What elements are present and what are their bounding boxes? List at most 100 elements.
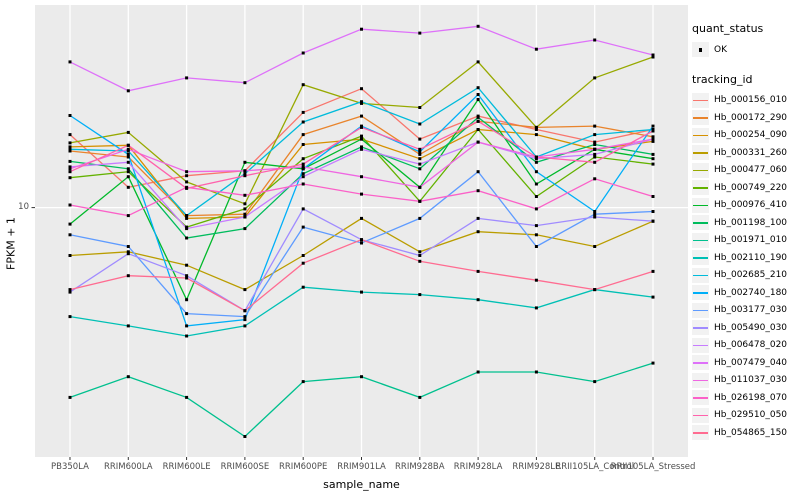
x-tick-label: RRII105LA_Stressed [610, 462, 696, 472]
legend-item-tracking-id: Hb_002685_210 [692, 267, 798, 285]
data-point [418, 395, 422, 399]
legend-item-quant-status: OK [692, 41, 798, 59]
data-point [243, 215, 247, 219]
data-point [185, 236, 189, 240]
data-point [593, 212, 597, 216]
data-point [418, 185, 422, 189]
data-point [243, 318, 247, 322]
data-point [68, 170, 72, 174]
data-point [243, 315, 247, 319]
legend-label: Hb_001971_010 [714, 235, 788, 246]
legend-key-point-icon [692, 42, 709, 58]
data-point [476, 170, 480, 174]
x-tick-label: RRIM928LE [512, 462, 561, 472]
data-point [68, 145, 72, 149]
legend-label: Hb_001198_100 [714, 217, 788, 228]
data-point [301, 225, 305, 229]
data-point [68, 222, 72, 226]
data-point [360, 241, 363, 245]
data-point [185, 216, 189, 220]
data-point [243, 174, 247, 178]
data-point [243, 193, 247, 197]
data-point [126, 214, 130, 218]
data-point [534, 170, 538, 174]
data-point [360, 100, 363, 104]
data-point [68, 203, 72, 207]
data-point [418, 157, 422, 161]
data-point [418, 106, 422, 109]
data-point [68, 114, 72, 117]
line-swatch-icon [693, 362, 708, 364]
legend-label: Hb_026198_070 [714, 392, 788, 403]
data-point [651, 195, 655, 198]
data-point [243, 212, 247, 216]
legend-label: Hb_000477_060 [714, 165, 788, 176]
data-point [593, 147, 597, 151]
data-point [68, 141, 72, 145]
data-point [593, 152, 597, 156]
x-tick-label: RRIM600LA [103, 462, 153, 472]
data-point [68, 254, 72, 257]
legend-label: Hb_000331_260 [714, 147, 788, 158]
data-point [476, 269, 480, 273]
data-point [243, 169, 247, 173]
data-point [534, 128, 538, 131]
data-point [126, 149, 130, 153]
data-point [418, 147, 422, 151]
legend-label: Hb_000254_090 [714, 130, 788, 141]
data-point [651, 53, 655, 57]
y-tick-label: 10 [18, 201, 29, 212]
data-point [301, 120, 305, 124]
data-point [534, 245, 538, 248]
legend-label: Hb_000156_010 [714, 95, 788, 106]
legend-label: Hb_000749_220 [714, 182, 788, 193]
x-axis-title: sample_name [323, 478, 400, 491]
legend-key-line-icon [692, 337, 709, 353]
legend-key-line-icon [692, 110, 709, 126]
data-point [126, 252, 130, 256]
line-swatch-icon [693, 274, 708, 276]
data-point [534, 233, 538, 237]
legend-label: Hb_000172_290 [714, 112, 788, 123]
legend-item-tracking-id: Hb_011037_030 [692, 372, 798, 390]
data-point [476, 298, 480, 302]
data-point [534, 195, 538, 198]
data-point [593, 38, 597, 42]
data-point [534, 306, 538, 310]
x-axis-tick-labels: PB350LA RRIM600LA RRIM600LE RRIM600SE RRIM60… [0, 462, 695, 476]
legend-key-line-icon [692, 355, 709, 371]
data-point [651, 124, 655, 128]
data-point [534, 182, 538, 186]
legend-item-tracking-id: Hb_001971_010 [692, 232, 798, 250]
data-point [651, 139, 655, 143]
data-point [593, 155, 597, 159]
line-swatch-icon [693, 257, 708, 259]
legend-label: Hb_000976_410 [714, 200, 788, 211]
data-point [126, 324, 130, 328]
legend-item-tracking-id: Hb_000477_060 [692, 162, 798, 180]
data-point [593, 143, 597, 146]
data-point [476, 86, 480, 90]
line-swatch-icon [693, 292, 708, 294]
legend-key-line-icon [692, 250, 709, 266]
data-point [243, 202, 247, 206]
data-point [360, 147, 363, 151]
legend-label: Hb_002740_180 [714, 287, 788, 298]
data-point [185, 324, 189, 328]
data-point [360, 137, 363, 141]
data-point [243, 309, 247, 313]
data-point [68, 159, 72, 163]
data-point [418, 259, 422, 263]
data-point [301, 172, 305, 176]
data-point [185, 334, 189, 338]
data-point [360, 125, 363, 129]
data-point [593, 288, 597, 292]
data-point [418, 122, 422, 126]
data-point [534, 155, 538, 159]
data-point [651, 162, 655, 166]
line-swatch-icon [693, 397, 708, 399]
data-point [534, 224, 538, 228]
data-point [476, 216, 480, 220]
data-point [476, 60, 480, 64]
